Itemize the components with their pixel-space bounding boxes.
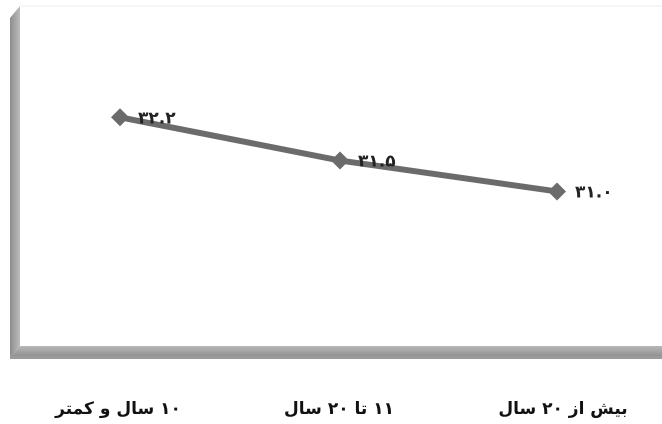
plot-floor-front-edge (10, 356, 662, 359)
data-label-layer: ۳۲.۲ ۳۱.۵ ۳۱.۰ (138, 108, 613, 202)
data-point-marker-2 (331, 151, 349, 170)
data-point-marker-1 (111, 108, 129, 127)
plot-floor (10, 346, 662, 358)
category-labels: ۱۰ سال و کمتر ۱۱ تا ۲۰ سال بیش از ۲۰ سال (54, 399, 628, 419)
plot-back-wall (20, 6, 662, 346)
data-label-1: ۳۲.۲ (138, 108, 176, 128)
data-label-3: ۳۱.۰ (575, 182, 613, 202)
category-label-1: ۱۰ سال و کمتر (54, 399, 181, 419)
category-label-2: ۱۱ تا ۲۰ سال (284, 399, 394, 419)
data-label-2: ۳۱.۵ (358, 152, 396, 172)
plot-side-wall (10, 6, 20, 358)
category-label-3: بیش از ۲۰ سال (498, 399, 627, 419)
data-point-marker-3 (548, 182, 566, 201)
marker-layer (111, 108, 566, 201)
